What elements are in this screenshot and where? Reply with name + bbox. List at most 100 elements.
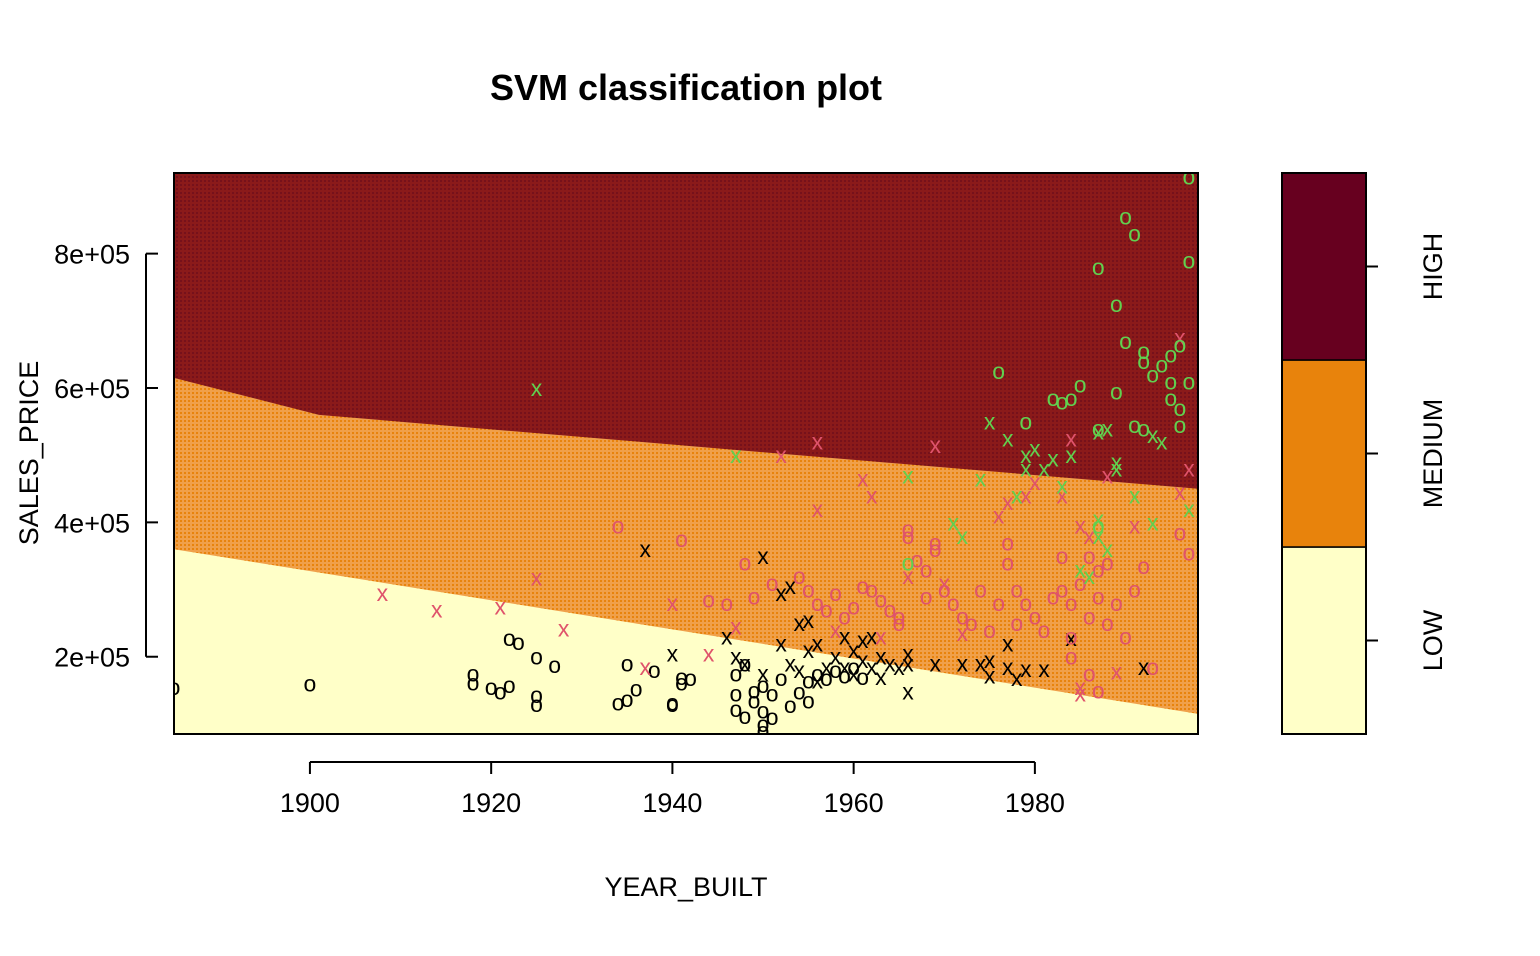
point-low-support-vector: x	[839, 654, 851, 680]
point-high: o	[1164, 341, 1177, 367]
point-medium: o	[947, 590, 960, 616]
point-medium: o	[929, 530, 942, 556]
point-high: o	[1119, 328, 1132, 354]
point-low-support-vector: x	[1002, 654, 1014, 680]
point-low-support-vector: x	[667, 640, 679, 666]
point-medium-support-vector: x	[830, 617, 842, 643]
point-high: o	[1074, 372, 1087, 398]
point-high: o	[1183, 368, 1196, 394]
point-low-support-vector: x	[1065, 625, 1077, 651]
legend-swatch-medium	[1281, 359, 1367, 548]
y-tick-label: 4e+05	[54, 508, 130, 538]
point-high-support-vector: x	[1029, 435, 1041, 461]
point-medium: o	[965, 610, 978, 636]
point-medium: o	[1010, 610, 1023, 636]
point-low-support-vector: x	[639, 536, 651, 562]
point-low: o	[793, 679, 806, 705]
point-high-support-vector: x	[1147, 422, 1159, 448]
point-low: o	[494, 679, 507, 705]
point-low-support-vector: x	[794, 610, 806, 636]
x-axis: 1900 1920 1940 1960 1980	[280, 761, 1065, 818]
point-low: o	[757, 672, 770, 698]
point-low: o	[530, 644, 543, 670]
point-medium: o	[920, 583, 933, 609]
point-medium-support-vector: x	[857, 466, 869, 492]
color-key-legend: LOW MEDIUM HIGH	[1281, 172, 1448, 735]
point-high: o	[1128, 220, 1141, 246]
point-high: o	[1128, 412, 1141, 438]
legend-label-high: HIGH	[1418, 233, 1448, 301]
point-medium: o	[720, 590, 733, 616]
point-low: o	[648, 657, 661, 683]
point-low-support-vector: x	[957, 650, 969, 676]
point-medium-support-vector: x	[377, 580, 389, 606]
point-low-support-vector: x	[1002, 630, 1014, 656]
point-low: o	[766, 681, 779, 707]
point-low-support-vector: x	[1011, 665, 1023, 691]
point-medium: o	[1101, 550, 1114, 576]
point-medium-support-vector: x	[1074, 674, 1086, 700]
point-low-support-vector: x	[757, 543, 769, 569]
point-low-support-vector: x	[830, 644, 842, 670]
point-low-support-vector: x	[857, 647, 869, 673]
point-medium-support-vector: x	[1029, 469, 1041, 495]
point-low-support-vector: x	[812, 667, 824, 693]
point-low-support-vector: x	[721, 624, 733, 650]
point-high-support-vector: x	[975, 466, 987, 492]
point-high: o	[1173, 331, 1186, 357]
point-low: o	[757, 697, 770, 723]
point-high: o	[1137, 415, 1150, 441]
point-low-support-vector: x	[857, 627, 869, 653]
point-low: o	[729, 696, 742, 722]
y-tick-label: 2e+05	[54, 643, 130, 673]
point-low: o	[748, 677, 761, 703]
point-low-support-vector: x	[984, 647, 996, 673]
point-medium: o	[1010, 577, 1023, 603]
point-medium: o	[974, 577, 987, 603]
point-medium: o	[992, 590, 1005, 616]
x-tick-label: 1980	[1005, 788, 1065, 818]
point-low-support-vector: x	[812, 630, 824, 656]
x-tick-label: 1960	[824, 788, 884, 818]
point-low: o	[820, 665, 833, 691]
point-low: o	[530, 691, 543, 717]
point-medium: o	[874, 587, 887, 613]
point-high-support-vector: x	[1065, 442, 1077, 468]
point-low: o	[630, 675, 643, 701]
point-medium: o	[793, 563, 806, 589]
point-high: o	[1164, 385, 1177, 411]
point-medium: o	[1092, 677, 1105, 703]
point-low: o	[766, 704, 779, 730]
point-low-support-vector: x	[775, 630, 787, 656]
point-high-support-vector: x	[984, 409, 996, 435]
point-high-support-vector: x	[1084, 563, 1096, 589]
point-high-support-vector: x	[1183, 496, 1195, 522]
point-medium: o	[1119, 624, 1132, 650]
point-high-support-vector: x	[1011, 482, 1023, 508]
point-medium: o	[911, 546, 924, 572]
point-medium: o	[893, 603, 906, 629]
point-low: o	[729, 681, 742, 707]
point-low: o	[621, 650, 634, 676]
point-low-support-vector: x	[839, 624, 851, 650]
point-low-support-vector: x	[739, 650, 751, 676]
point-high: o	[992, 358, 1005, 384]
point-medium-support-vector: x	[1183, 456, 1195, 482]
plot-frame	[173, 172, 1199, 735]
point-medium: o	[956, 603, 969, 629]
point-low: o	[503, 672, 516, 698]
point-medium-support-vector: x	[1074, 681, 1086, 707]
point-medium-support-vector: x	[866, 482, 878, 508]
point-high: o	[1183, 247, 1196, 273]
point-medium-support-vector: x	[730, 614, 742, 640]
point-low-support-vector: x	[821, 654, 833, 680]
point-high-support-vector: x	[1074, 556, 1086, 582]
point-low: o	[856, 664, 869, 690]
point-low: o	[675, 669, 688, 695]
point-medium: o	[1183, 540, 1196, 566]
point-medium-support-vector: x	[812, 429, 824, 455]
point-medium: o	[1137, 553, 1150, 579]
point-high-support-vector: x	[1056, 472, 1068, 498]
point-medium-support-vector: x	[957, 620, 969, 646]
